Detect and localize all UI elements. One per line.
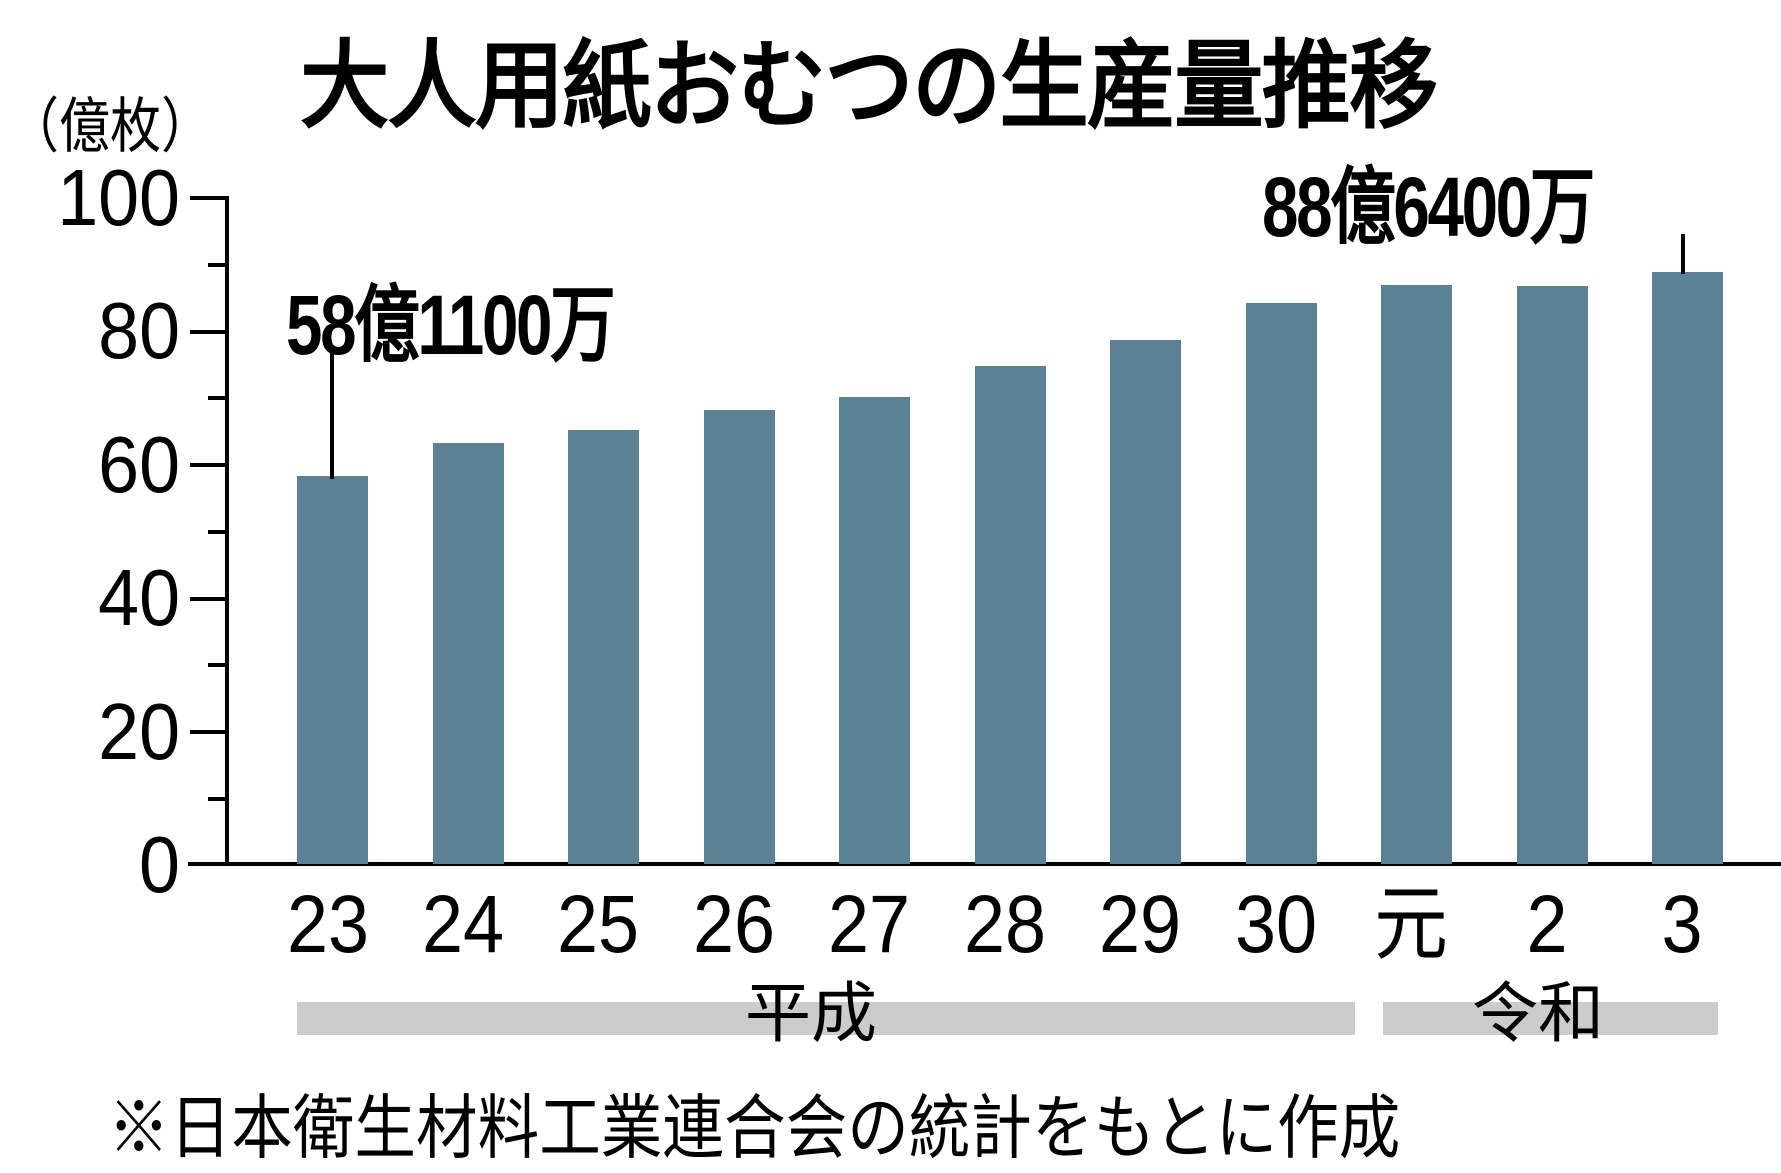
bar xyxy=(839,397,910,864)
x-tick-label: 28 xyxy=(963,879,1047,970)
bar xyxy=(974,365,1046,864)
x-tick-label: 2 xyxy=(1526,879,1568,970)
annotation-last-value: 88億6400万 xyxy=(1262,160,1595,254)
y-tick-label-20: 20 xyxy=(98,687,180,776)
y-tick-label-40: 40 xyxy=(98,553,180,642)
source-note: ※日本衛生材料工業連合会の統計をもとに作成 xyxy=(108,1087,1401,1169)
x-tick-label: 27 xyxy=(827,879,911,970)
y-tick-label-100: 100 xyxy=(57,153,181,242)
x-tick-label: 26 xyxy=(692,879,776,970)
annotation-first-value: 58億1100万 xyxy=(286,278,616,372)
bar xyxy=(1381,284,1452,864)
era-band-heisei xyxy=(297,1002,1355,1035)
y-major-tick xyxy=(190,330,228,334)
x-tick-label: 24 xyxy=(421,879,505,970)
era-label-reiwa: 令和 xyxy=(1472,975,1604,1052)
annotation-leader-line xyxy=(1681,234,1685,274)
y-minor-tick xyxy=(208,797,228,801)
x-tick-label: 25 xyxy=(556,879,640,970)
bar xyxy=(1516,286,1588,864)
x-tick-label: 23 xyxy=(286,879,370,970)
x-tick-label: 30 xyxy=(1234,879,1318,970)
x-tick-label: 3 xyxy=(1661,879,1703,970)
bar xyxy=(1110,340,1181,864)
y-minor-tick xyxy=(208,530,228,534)
chart-title: 大人用紙おむつの生産量推移 xyxy=(300,30,1438,142)
y-tick-label-0: 0 xyxy=(139,820,180,909)
era-label-heisei: 平成 xyxy=(745,975,877,1052)
bar xyxy=(1652,271,1723,864)
bar xyxy=(297,475,368,864)
y-major-tick xyxy=(190,463,228,467)
y-tick-label-80: 80 xyxy=(98,286,180,375)
bar xyxy=(703,409,775,864)
bar xyxy=(432,443,504,864)
y-major-tick xyxy=(190,597,228,601)
era-band-reiwa xyxy=(1383,1002,1718,1035)
x-tick-label: 元 xyxy=(1374,879,1448,970)
y-axis-unit-label: （億枚） xyxy=(8,92,212,162)
y-minor-tick xyxy=(208,396,228,400)
y-tick-label-60: 60 xyxy=(98,420,180,509)
bar xyxy=(568,430,639,864)
y-major-tick xyxy=(190,730,228,734)
x-tick-label: 29 xyxy=(1098,879,1182,970)
y-minor-tick xyxy=(208,663,228,667)
bar xyxy=(1245,302,1317,864)
annotation-leader-line xyxy=(330,353,334,479)
y-minor-tick xyxy=(208,263,228,267)
y-major-tick xyxy=(190,196,228,200)
x-axis xyxy=(188,862,1781,866)
